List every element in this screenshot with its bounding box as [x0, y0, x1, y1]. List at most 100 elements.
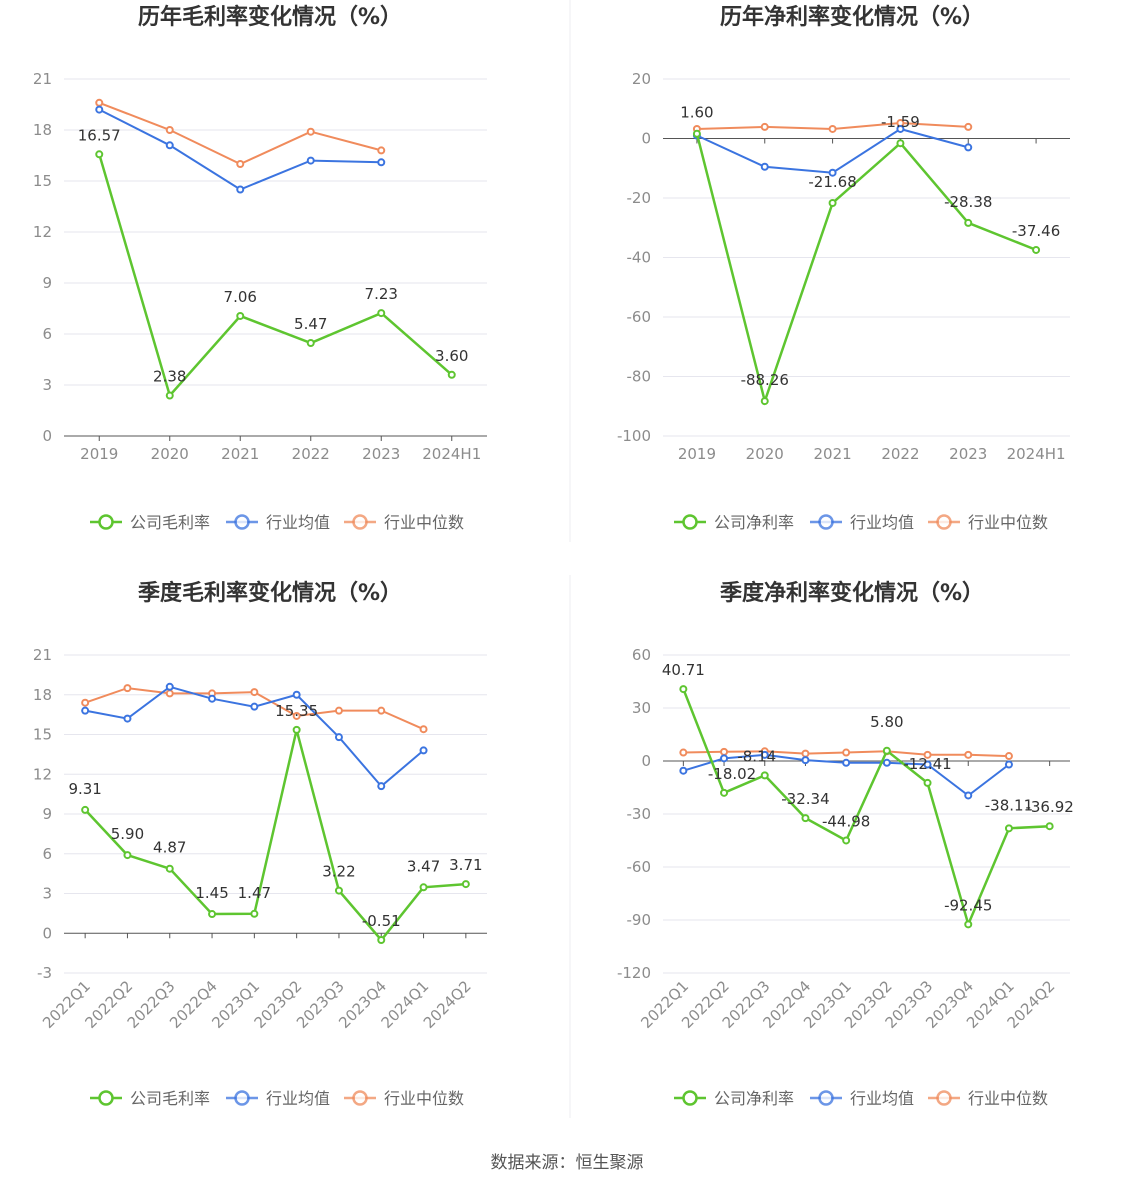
data-point[interactable]	[377, 936, 386, 945]
data-point[interactable]	[896, 139, 905, 148]
data-point[interactable]	[377, 782, 386, 791]
data-point[interactable]	[720, 747, 729, 756]
data-point[interactable]	[292, 725, 301, 734]
data-point[interactable]	[828, 198, 837, 207]
x-tick-label: 2024Q2	[420, 977, 475, 1032]
legend-item-industry_median[interactable]: 行业中位数	[344, 1089, 464, 1108]
legend-item-company[interactable]: 公司净利率	[674, 513, 794, 532]
legend-item-industry_median[interactable]: 行业中位数	[928, 513, 1048, 532]
data-point[interactable]	[679, 685, 688, 694]
data-point[interactable]	[882, 746, 891, 755]
data-point[interactable]	[292, 690, 301, 699]
data-point[interactable]	[81, 805, 90, 814]
legend-item-industry_avg[interactable]: 行业均值	[226, 513, 330, 532]
data-point[interactable]	[95, 150, 104, 159]
data-point[interactable]	[419, 746, 428, 755]
data-point[interactable]	[828, 168, 837, 177]
data-point[interactable]	[236, 160, 245, 168]
data-point[interactable]	[720, 788, 729, 797]
data-point[interactable]	[760, 162, 769, 171]
legend-marker	[936, 1090, 952, 1106]
data-point[interactable]	[692, 129, 701, 138]
data-point[interactable]	[95, 98, 104, 107]
data-point[interactable]	[123, 714, 132, 723]
data-point[interactable]	[842, 748, 851, 757]
data-point[interactable]	[801, 814, 810, 823]
legend-item-industry_avg[interactable]: 行业均值	[810, 1089, 914, 1108]
data-point[interactable]	[377, 146, 386, 155]
data-point[interactable]	[964, 750, 973, 759]
data-point[interactable]	[334, 733, 343, 742]
data-point[interactable]	[334, 886, 343, 895]
data-point[interactable]	[1004, 752, 1013, 761]
data-point[interactable]	[419, 725, 428, 734]
data-point[interactable]	[419, 883, 428, 892]
legend-item-company[interactable]: 公司净利率	[674, 1089, 794, 1108]
data-point[interactable]	[250, 688, 259, 697]
data-point[interactable]	[306, 156, 315, 165]
data-point[interactable]	[923, 778, 932, 787]
data-point[interactable]	[964, 143, 973, 152]
data-point[interactable]	[165, 141, 174, 150]
data-point[interactable]	[1032, 245, 1041, 254]
legend-item-industry_median[interactable]: 行业中位数	[928, 1089, 1048, 1108]
data-point[interactable]	[964, 791, 973, 800]
data-point[interactable]	[123, 684, 132, 693]
data-point[interactable]	[95, 105, 104, 114]
data-point[interactable]	[882, 758, 891, 767]
data-point[interactable]	[165, 682, 174, 691]
data-point[interactable]	[81, 698, 90, 707]
data-point[interactable]	[679, 748, 688, 757]
data-point[interactable]	[208, 910, 217, 919]
data-point[interactable]	[1045, 822, 1054, 831]
data-point[interactable]	[377, 158, 386, 167]
data-point[interactable]	[1004, 760, 1013, 769]
x-tick-label: 2023	[362, 445, 400, 463]
data-point[interactable]	[842, 758, 851, 767]
data-point[interactable]	[760, 122, 769, 131]
data-point[interactable]	[165, 126, 174, 134]
data-point[interactable]	[123, 851, 132, 860]
series-line	[98, 101, 382, 166]
data-point[interactable]	[760, 397, 769, 406]
data-point[interactable]	[896, 124, 905, 133]
data-point[interactable]	[801, 756, 810, 765]
data-point[interactable]	[720, 754, 729, 763]
legend-item-company[interactable]: 公司毛利率	[90, 513, 210, 532]
data-point[interactable]	[801, 749, 810, 758]
data-point[interactable]	[236, 311, 245, 320]
data-point[interactable]	[679, 766, 688, 775]
legend-item-industry_avg[interactable]: 行业均值	[810, 513, 914, 532]
data-point[interactable]	[923, 750, 932, 759]
y-tick-label: -30	[627, 805, 652, 823]
data-point[interactable]	[377, 309, 386, 318]
data-point[interactable]	[964, 218, 973, 227]
data-point[interactable]	[165, 689, 174, 698]
data-point[interactable]	[165, 864, 174, 873]
data-point[interactable]	[923, 760, 932, 769]
data-point[interactable]	[292, 711, 301, 720]
data-point[interactable]	[760, 771, 769, 780]
data-point[interactable]	[306, 127, 315, 136]
data-point[interactable]	[250, 702, 259, 711]
data-point[interactable]	[81, 706, 90, 715]
data-point[interactable]	[334, 706, 343, 715]
data-point[interactable]	[236, 185, 245, 194]
data-point[interactable]	[447, 370, 456, 379]
data-point[interactable]	[828, 124, 837, 133]
data-point[interactable]	[250, 909, 259, 918]
legend-item-industry_median[interactable]: 行业中位数	[344, 513, 464, 532]
data-point[interactable]	[760, 750, 769, 759]
data-point[interactable]	[842, 836, 851, 845]
data-point[interactable]	[964, 920, 973, 929]
data-point[interactable]	[964, 122, 973, 131]
data-point[interactable]	[1004, 824, 1013, 833]
legend-item-industry_avg[interactable]: 行业均值	[226, 1089, 330, 1108]
data-point[interactable]	[165, 391, 174, 400]
data-point[interactable]	[208, 694, 217, 703]
data-point[interactable]	[377, 706, 386, 715]
legend-item-company[interactable]: 公司毛利率	[90, 1089, 210, 1108]
y-tick-label: 12	[33, 223, 52, 241]
data-point[interactable]	[306, 339, 315, 348]
data-point[interactable]	[461, 880, 470, 889]
